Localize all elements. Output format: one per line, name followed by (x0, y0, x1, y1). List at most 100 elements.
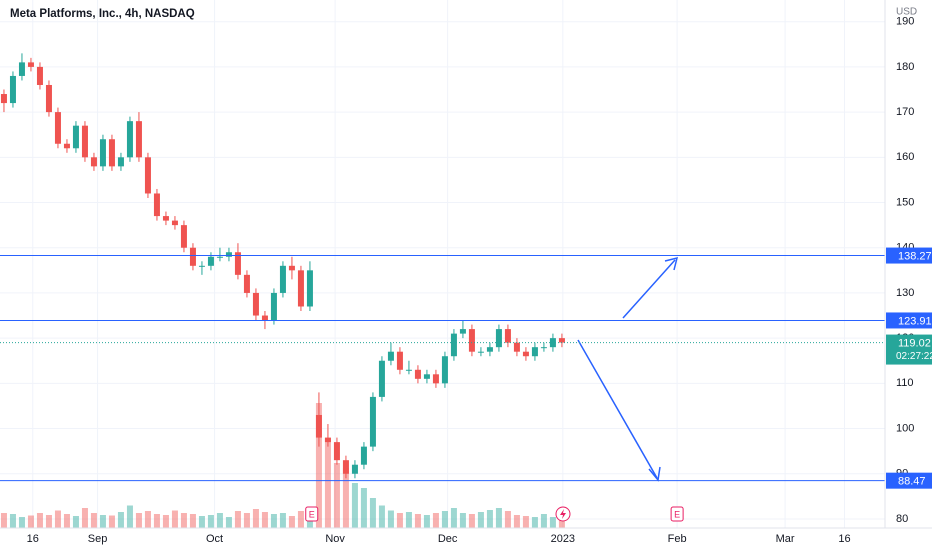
volume-bar (90, 513, 97, 528)
candle-body (144, 157, 151, 194)
candle-body (477, 351, 484, 353)
countdown: 02:27:22 (896, 351, 932, 362)
candle-body (117, 157, 124, 167)
y-tick-label: 100 (896, 422, 914, 434)
y-tick-label: 80 (896, 513, 908, 525)
volume-bar (414, 514, 421, 528)
volume-bar (441, 511, 448, 528)
candle-body (81, 125, 88, 158)
candle-body (27, 62, 34, 67)
volume-bar (153, 514, 160, 528)
trend-arrow-down (577, 339, 658, 479)
candle-body (225, 252, 232, 257)
candle-body (513, 342, 520, 352)
volume-bar (324, 438, 331, 528)
volume-bar (99, 515, 106, 528)
candle-body (252, 292, 259, 316)
candle-body (180, 225, 187, 248)
volume-bar (513, 515, 520, 528)
volume-bar (180, 513, 187, 528)
candle-body (396, 351, 403, 370)
candle-body (324, 437, 331, 443)
candle-body (243, 274, 250, 293)
candle-body (486, 347, 493, 352)
candle-body (279, 265, 286, 293)
y-tick-label: 150 (896, 196, 914, 208)
x-tick-label: Mar (776, 533, 795, 545)
candle-body (54, 112, 61, 144)
volume-bar (495, 508, 502, 528)
candle-body (378, 360, 385, 397)
lightning-icon (560, 509, 566, 519)
y-tick-label: 180 (896, 61, 914, 73)
volume-bar (36, 513, 43, 528)
volume-bar (387, 510, 394, 528)
candle-body (72, 125, 79, 149)
event-marker[interactable] (670, 506, 684, 522)
volume-bar (144, 511, 151, 528)
volume-bar (9, 514, 16, 528)
volume-bar (351, 483, 358, 528)
volume-bar (396, 513, 403, 528)
event-label: E (674, 509, 680, 519)
candle-body (369, 396, 376, 447)
volume-bar (207, 515, 214, 528)
candle-body (522, 351, 529, 357)
candle-body (108, 139, 115, 167)
volume-bar (378, 505, 385, 528)
candle-body (504, 329, 511, 343)
volume-bar (81, 508, 88, 528)
candle-body (315, 414, 322, 438)
x-tick-label: Dec (438, 533, 458, 545)
candle-body (153, 193, 160, 217)
volume-bar (225, 517, 232, 528)
candle-body (207, 256, 214, 266)
event-label: E (309, 509, 315, 519)
volume-bar (468, 514, 475, 528)
candle-body (306, 270, 313, 307)
candle-body (495, 329, 502, 348)
level-label-box (886, 312, 932, 329)
candle-body (351, 464, 358, 474)
candle-body (189, 247, 196, 266)
candle-body (162, 216, 169, 221)
volume-bar (162, 515, 169, 528)
volume-bar (135, 513, 142, 528)
volume-bar (261, 512, 268, 528)
volume-bar (54, 510, 61, 528)
x-tick-label: Oct (206, 533, 223, 545)
candle-body (9, 75, 16, 104)
volume-bar (540, 514, 547, 528)
candle-body (540, 347, 547, 349)
volume-bar (486, 510, 493, 528)
candle-body (126, 121, 133, 158)
arrow-head (664, 256, 679, 271)
candle-body (360, 446, 367, 465)
candle-body (261, 315, 268, 321)
volume-bar (504, 511, 511, 528)
volume-bar (108, 515, 115, 528)
event-marker[interactable] (305, 506, 319, 522)
volume-bar (216, 513, 223, 528)
volume-bar (477, 512, 484, 528)
axis-layer: 809010011012013014015016017018019016SepO… (27, 16, 932, 545)
volume-bar (198, 516, 205, 528)
volume-bar (360, 488, 367, 528)
candle-body (531, 347, 538, 357)
volume-bar (252, 509, 259, 528)
candle-body (387, 351, 394, 361)
x-tick-label: 2023 (551, 533, 575, 545)
volume-bar (18, 517, 25, 528)
volume-bar (549, 517, 556, 528)
volume-bar (423, 515, 430, 528)
y-tick-label: 170 (896, 106, 914, 118)
volume-bar (369, 498, 376, 528)
currency: USD (896, 7, 917, 18)
candle-layer (0, 53, 565, 479)
level-label: 138.27 (898, 250, 932, 262)
candle-body (270, 292, 277, 321)
volume-bar (450, 508, 457, 528)
candle-body (288, 265, 295, 271)
